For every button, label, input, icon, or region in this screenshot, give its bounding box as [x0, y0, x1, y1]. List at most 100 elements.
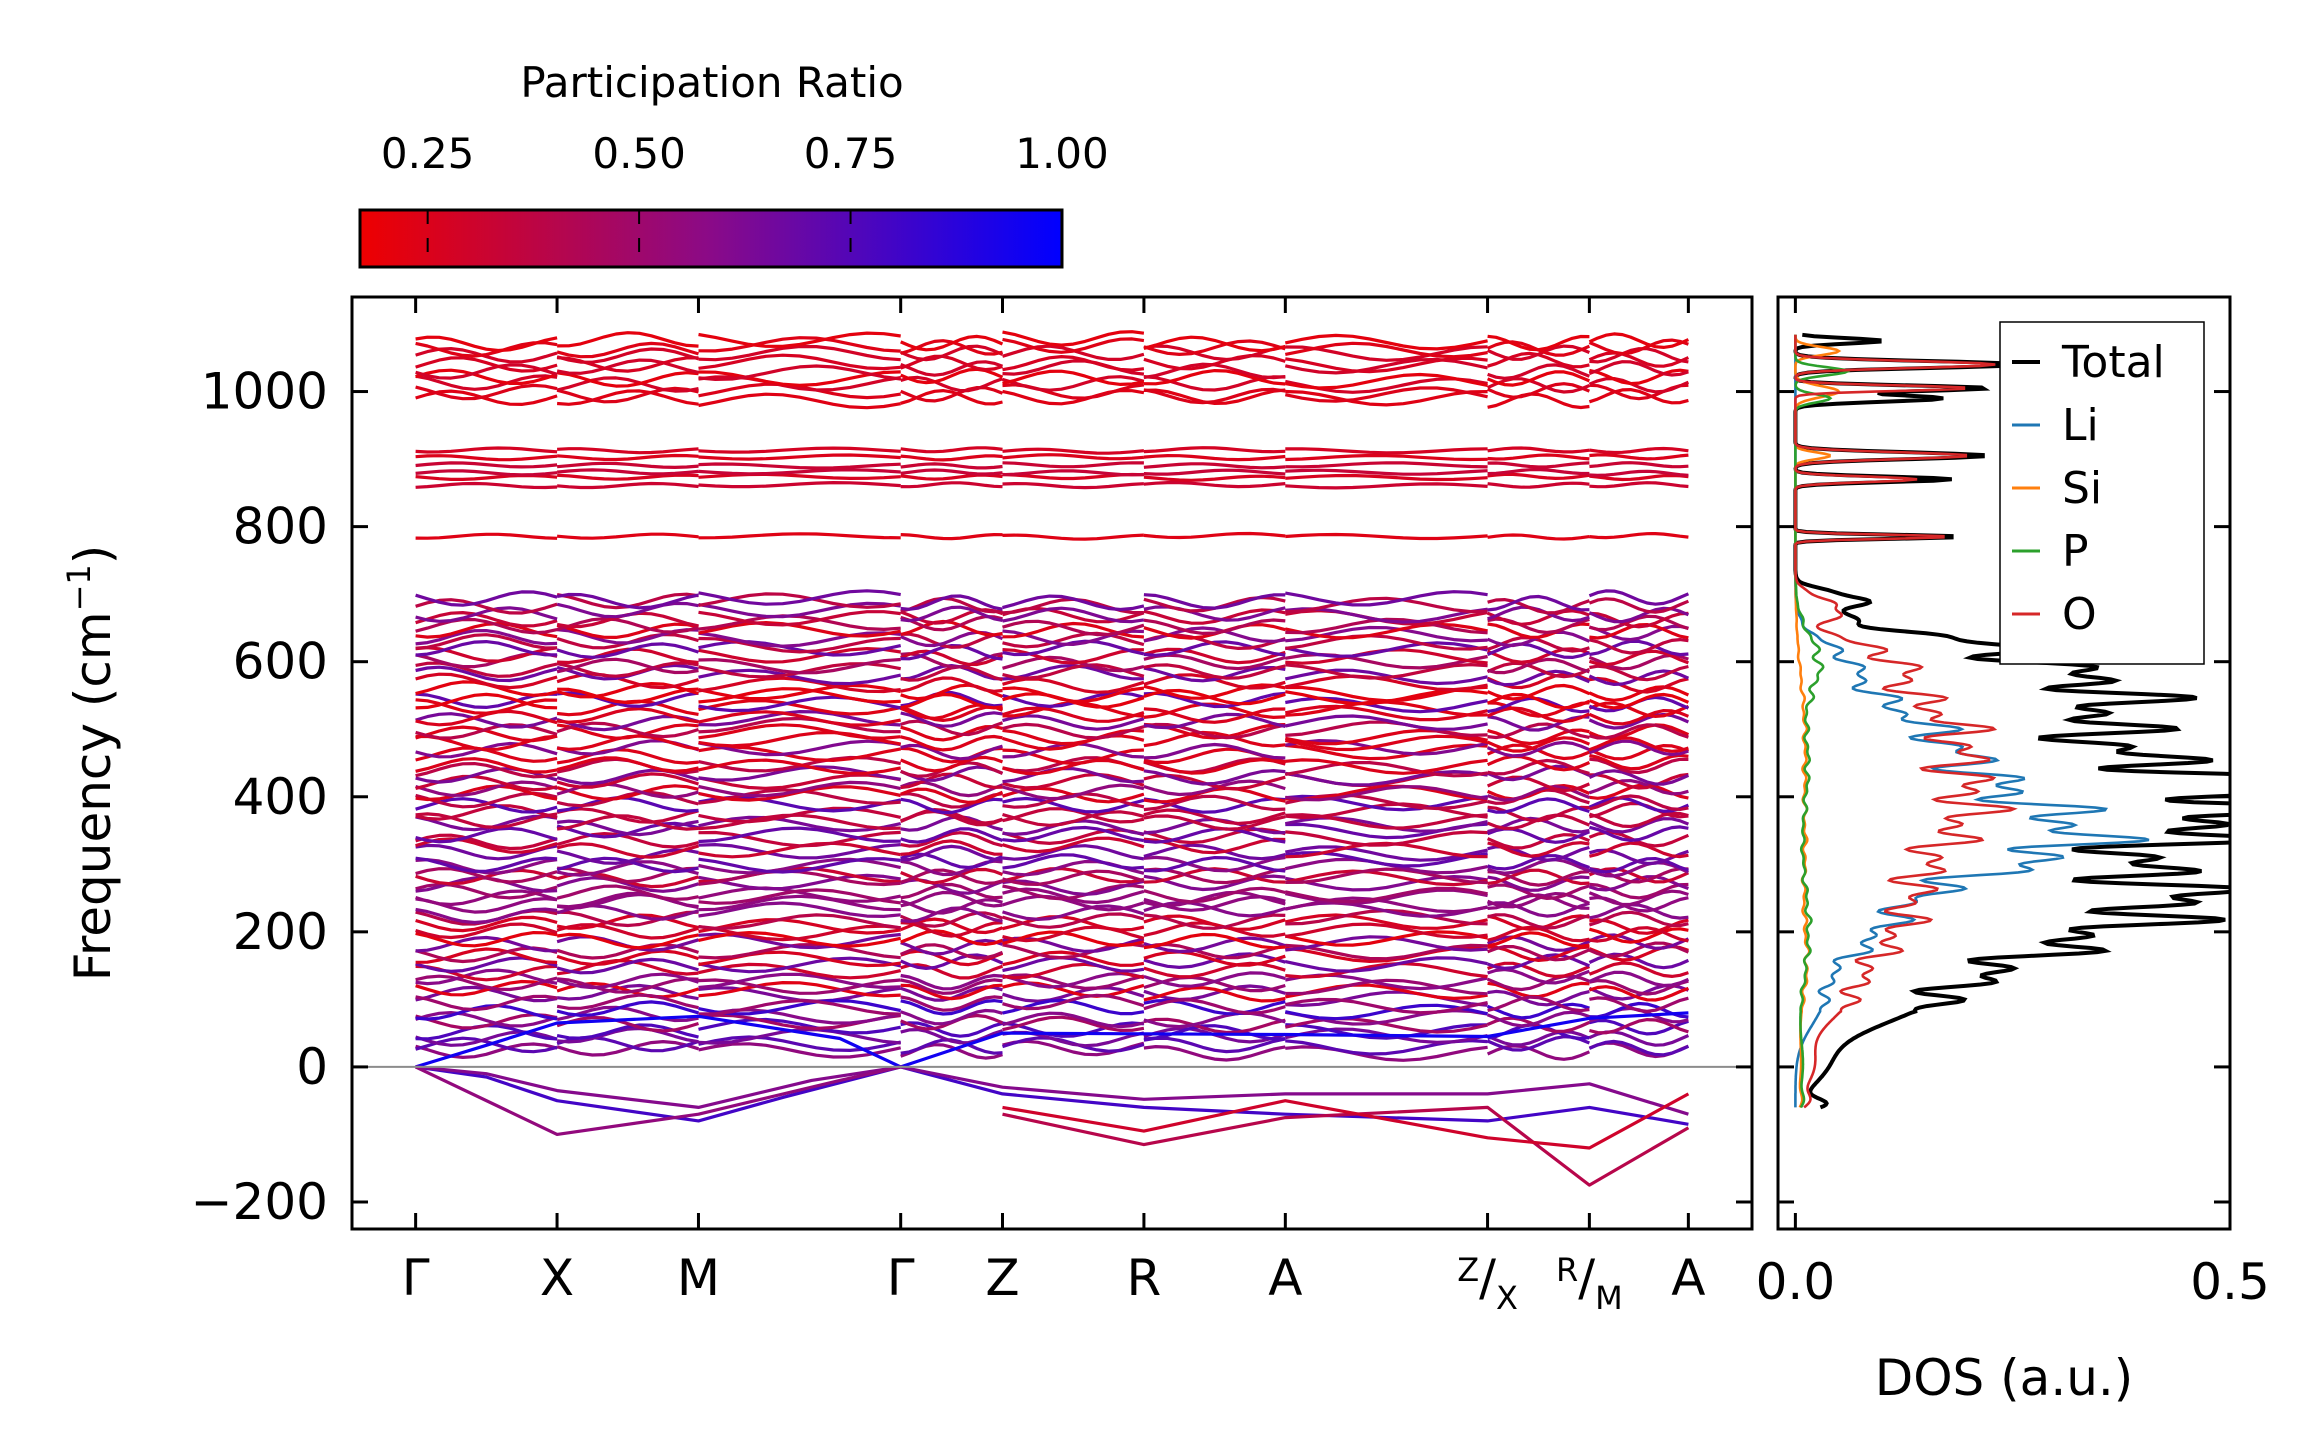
phonon-band: [900, 983, 1003, 1001]
phonon-band: [556, 341, 699, 359]
phonon-band: [415, 947, 558, 965]
phonon-band: [415, 665, 558, 683]
phonon-band: [556, 842, 699, 859]
phonon-band: [415, 629, 558, 646]
phonon-band: [1143, 647, 1286, 665]
phonon-band: [1486, 1030, 1591, 1047]
phonon-band: [556, 848, 699, 865]
phonon-band: [1143, 1011, 1286, 1029]
phonon-band: [698, 806, 902, 824]
phonon-band: [900, 755, 1004, 773]
phonon-band: [1143, 354, 1286, 371]
phonon-band: [556, 1026, 699, 1044]
phonon-band: [1588, 736, 1689, 753]
y-tick-label: 400: [233, 768, 328, 826]
phonon-band: [1285, 770, 1488, 787]
phonon-band: [1285, 372, 1488, 390]
phonon-band: [900, 1008, 1003, 1026]
phonon-band: [900, 375, 1004, 393]
phonon-band: [1002, 853, 1145, 870]
phonon-band: [1589, 903, 1689, 920]
phonon-band: [415, 590, 558, 607]
dos-panel: 0.0 0.5 DOS (a.u.) Total Li Si PO: [1756, 295, 2270, 1407]
phonon-band: [900, 734, 1003, 752]
colorbar-tick-label: 1.00: [1015, 129, 1109, 178]
phonon-band: [900, 473, 1003, 481]
phonon-band: [900, 596, 1003, 614]
phonon-band: [1284, 622, 1488, 640]
phonon-band: [1589, 1018, 1689, 1035]
phonon-band: [1588, 779, 1689, 796]
phonon-band: [1486, 382, 1591, 399]
phonon-band: [698, 472, 901, 480]
phonon-band: [698, 614, 901, 631]
phonon-band: [1002, 639, 1145, 657]
phonon-band: [415, 473, 558, 481]
phonon-band: [1589, 664, 1689, 682]
phonon-band: [1487, 363, 1590, 380]
phonon-band: [1143, 1017, 1286, 1035]
phonon-band: [900, 711, 1003, 728]
phonon-band: [1588, 360, 1689, 377]
phonon-band: [1002, 998, 1145, 1016]
phonon-band: [1002, 930, 1145, 948]
phonon-band: [1486, 740, 1591, 758]
phonon-band: [1285, 634, 1488, 651]
kpoint-label: Γ: [887, 1249, 915, 1307]
phonon-band: [698, 601, 901, 619]
phonon-band: [698, 857, 902, 875]
phonon-band: [1002, 722, 1145, 740]
phonon-band: [415, 383, 558, 401]
phonon-band: [1588, 589, 1690, 606]
colorbar-ticks: 0.25 0.50 0.75 1.00: [381, 129, 1109, 267]
legend-label-si: Si: [2062, 463, 2102, 514]
dos-x-tick-label: 0.5: [2190, 1253, 2270, 1311]
phonon-band: [556, 386, 699, 404]
phonon-band: [415, 907, 558, 925]
phonon-band: [1285, 590, 1488, 607]
phonon-band: [698, 1028, 901, 1045]
phonon-band: [415, 598, 558, 615]
phonon-band: [900, 921, 1003, 938]
y-axis-label-sup: −1: [60, 564, 98, 611]
phonon-band: [1285, 461, 1488, 469]
phonon-band: [1002, 606, 1145, 624]
phonon-band: [556, 723, 699, 740]
phonon-band: [698, 657, 901, 675]
phonon-band: [1002, 631, 1145, 649]
phonon-band: [1487, 901, 1590, 918]
phonon-band: [1143, 462, 1286, 470]
phonon-band: [1589, 453, 1689, 461]
phonon-band: [415, 1004, 558, 1021]
phonon-band: [1285, 1045, 1488, 1062]
phonon-band: [1143, 335, 1286, 353]
phonon-band: [698, 364, 901, 381]
phonon-band: [556, 389, 699, 406]
phonon-band: [698, 375, 901, 392]
colorbar-tick-label: 0.25: [381, 129, 475, 178]
phonon-band: [1589, 532, 1689, 540]
phonon-band: [1486, 784, 1591, 801]
phonon-band: [415, 812, 558, 829]
phonon-band: [1285, 802, 1488, 820]
phonon-band: [1143, 779, 1286, 797]
phonon-band: [1143, 618, 1286, 635]
phonon-band: [1285, 978, 1488, 996]
phonon-band: [556, 884, 699, 901]
phonon-band: [900, 906, 1003, 923]
y-tick-label: 800: [233, 498, 328, 556]
phonon-band: [1284, 386, 1488, 403]
phonon-band: [900, 827, 1004, 844]
phonon-band: [1589, 469, 1689, 477]
phonon-band: [698, 773, 901, 790]
phonon-band: [1285, 761, 1488, 778]
phonon-band: [698, 468, 901, 476]
phonon-band: [556, 959, 699, 976]
phonon-band: [698, 913, 901, 930]
phonon-band: [1002, 619, 1145, 637]
phonon-band: [1284, 641, 1488, 658]
phonon-band: [556, 993, 699, 1010]
phonon-band: [1487, 989, 1590, 1007]
phonon-band: [1143, 855, 1286, 873]
phonon-band: [556, 860, 699, 877]
